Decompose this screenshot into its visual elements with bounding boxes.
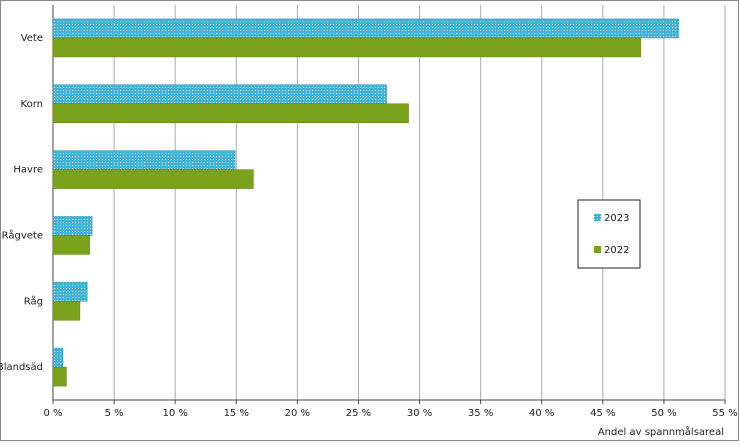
y-tick-label: Vete bbox=[21, 33, 43, 44]
legend-swatch bbox=[594, 246, 601, 253]
x-tick-label: 25 % bbox=[346, 408, 371, 419]
y-tick-label: Blandsäd bbox=[0, 362, 43, 373]
bar bbox=[52, 169, 254, 189]
x-tick-label: 40 % bbox=[529, 408, 554, 419]
x-tick-label: 5 % bbox=[105, 408, 124, 419]
bar bbox=[52, 282, 88, 302]
bar bbox=[52, 18, 679, 39]
bar bbox=[52, 366, 67, 387]
bar bbox=[52, 37, 641, 58]
legend-label: 2023 bbox=[604, 213, 629, 224]
x-axis-label: Andel av spannmålsareal bbox=[598, 425, 724, 438]
y-tick-label: Råg bbox=[24, 294, 43, 307]
legend-swatch bbox=[594, 214, 601, 221]
x-tick-label: 35 % bbox=[468, 408, 493, 419]
bar bbox=[52, 216, 93, 236]
bar bbox=[52, 347, 64, 368]
y-tick-label: Rågvete bbox=[2, 228, 43, 241]
bar bbox=[52, 103, 409, 123]
bar bbox=[52, 235, 90, 255]
x-tick-label: 0 % bbox=[43, 408, 62, 419]
y-tick-label: Korn bbox=[21, 99, 43, 110]
x-tick-label: 10 % bbox=[162, 408, 187, 419]
x-tick-label: 55 % bbox=[712, 408, 737, 419]
legend-label: 2022 bbox=[604, 245, 629, 256]
bar bbox=[52, 301, 81, 321]
x-tick-label: 30 % bbox=[407, 408, 432, 419]
legend-box bbox=[577, 199, 641, 269]
x-tick-label: 15 % bbox=[224, 408, 249, 419]
x-tick-label: 45 % bbox=[590, 408, 615, 419]
bar bbox=[52, 84, 387, 104]
x-tick-label: 20 % bbox=[285, 408, 310, 419]
y-tick-label: Havre bbox=[13, 165, 43, 176]
bar bbox=[52, 150, 236, 170]
x-tick-label: 50 % bbox=[651, 408, 676, 419]
